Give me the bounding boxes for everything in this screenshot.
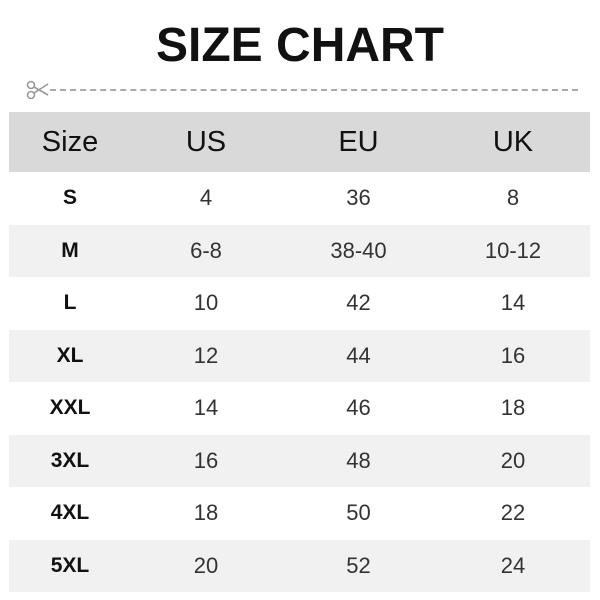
value-cell: 42 <box>346 290 371 316</box>
value-cell: 50 <box>346 500 371 526</box>
scissors-icon <box>26 80 49 100</box>
table-row: L 10 42 14 <box>9 277 590 330</box>
value-cell: 36 <box>346 185 371 211</box>
column-header: UK <box>436 112 590 172</box>
value-cell: 10-12 <box>436 224 590 277</box>
column-header: Size <box>9 112 131 172</box>
value-cell: 8 <box>506 185 520 211</box>
size-cell: S <box>62 186 77 210</box>
value-cell: 44 <box>281 329 436 382</box>
value-cell: 6-8 <box>131 224 281 277</box>
value-cell: 12 <box>131 329 281 382</box>
page-title: SIZE CHART <box>156 19 444 72</box>
size-cell: 3XL <box>9 434 131 487</box>
size-cell: 5XL <box>9 539 131 592</box>
column-header: EU <box>281 112 436 172</box>
value-cell: 18 <box>500 395 526 421</box>
table-row: 4XL 18 50 22 <box>9 487 590 540</box>
size-cell: M <box>9 224 131 277</box>
value-cell: 24 <box>436 539 590 592</box>
size-cell: 4XL <box>50 501 90 525</box>
size-cell: XXL <box>49 396 91 420</box>
value-cell: 52 <box>281 539 436 592</box>
value-cell: 38-40 <box>281 224 436 277</box>
value-cell: 14 <box>500 290 526 316</box>
value-cell: 20 <box>436 434 590 487</box>
table-row: XXL 14 46 18 <box>9 382 590 435</box>
table-row: XL 12 44 16 <box>9 329 590 382</box>
table-row: M 6-8 38-40 10-12 <box>9 224 590 277</box>
dashed-divider <box>50 89 578 91</box>
value-cell: 10 <box>193 290 219 316</box>
value-cell: 16 <box>436 329 590 382</box>
value-cell: 16 <box>131 434 281 487</box>
header-row: Size US EU UK <box>9 112 590 172</box>
size-cell: XL <box>9 329 131 382</box>
value-cell: 46 <box>346 395 371 421</box>
value-cell: 14 <box>193 395 219 421</box>
value-cell: 4 <box>199 185 213 211</box>
value-cell: 20 <box>131 539 281 592</box>
value-cell: 18 <box>193 500 219 526</box>
table-row: 3XL 16 48 20 <box>9 434 590 487</box>
table-row: 5XL 20 52 24 <box>9 539 590 592</box>
size-table: Size US EU UK S 4 36 8 M 6-8 38-40 10-12 L 10 42 14 XL 1… <box>9 112 590 592</box>
column-header: US <box>131 112 281 172</box>
value-cell: 22 <box>500 500 526 526</box>
value-cell: 48 <box>281 434 436 487</box>
size-cell: L <box>63 291 77 315</box>
cut-line <box>26 80 578 100</box>
table-row: S 4 36 8 <box>9 172 590 225</box>
